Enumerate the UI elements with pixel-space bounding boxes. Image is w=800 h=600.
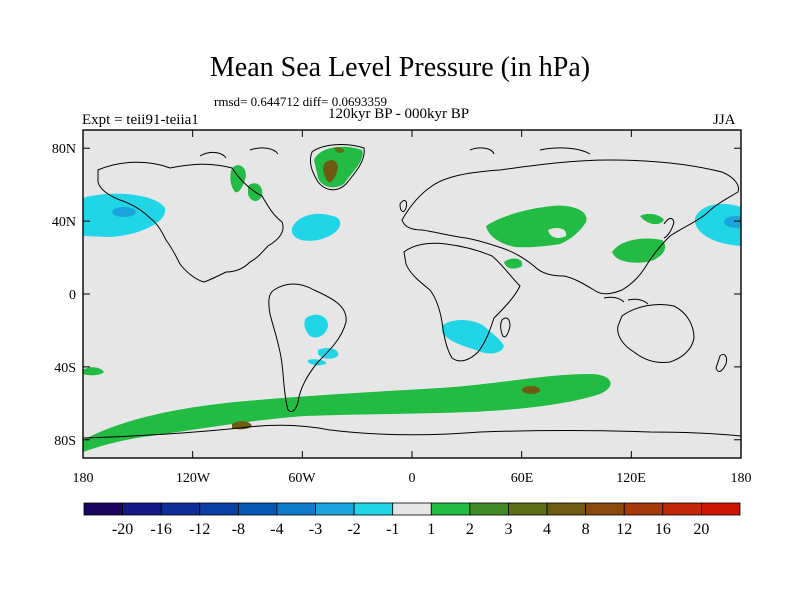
colorbar-box-2	[160, 502, 201, 516]
experiment-label: Expt = teii91-teiia1	[82, 112, 199, 128]
lon-tick-0: 180	[73, 471, 94, 486]
lon-labels: 180 120W 60W 0 60E 120E 180	[73, 471, 752, 486]
colorbar-box-0	[83, 502, 123, 516]
colorbar	[83, 502, 741, 516]
colorbar-box-9	[430, 502, 471, 516]
colorbar-box-5	[276, 502, 316, 516]
colorbar-box-12	[546, 502, 587, 516]
coast-new-zealand	[715, 353, 727, 372]
region-safrica	[442, 320, 504, 354]
colorbar-labels: -20 -16 -12 -8 -4 -3 -2 -1 1 2 3 4 8 12 16 20	[112, 521, 709, 538]
lon-tick-1: 120W	[176, 471, 211, 486]
lon-tick-6: 180	[731, 471, 752, 486]
colorbar-box-7	[353, 502, 394, 516]
lat-tick-1: 40N	[52, 215, 76, 230]
colorbar-label-14: 16	[655, 521, 671, 538]
colorbar-label-6: -2	[347, 521, 360, 538]
lon-tick-4: 60E	[511, 471, 534, 486]
lat-tick-3: 40S	[54, 361, 76, 376]
region-npacific-east-core	[724, 216, 741, 228]
colorbar-box-13	[585, 502, 625, 516]
region-mideast-gap	[548, 228, 567, 238]
colorbar-box-4	[237, 502, 278, 516]
lon-tick-3: 0	[409, 471, 416, 486]
colorbar-label-11: 4	[543, 521, 551, 538]
coast-british-isles	[399, 200, 407, 212]
colorbar-label-0: -20	[112, 521, 133, 538]
lat-tick-0: 80N	[52, 142, 76, 157]
colorbar-label-4: -4	[270, 521, 283, 538]
coastlines	[83, 144, 741, 439]
lon-tick-5: 120E	[616, 471, 646, 486]
coast-greenland	[309, 144, 365, 191]
colorbar-box-16	[701, 502, 741, 516]
coast-madagascar	[500, 317, 511, 338]
colorbar-label-8: 1	[427, 521, 435, 538]
colorbar-label-5: -3	[309, 521, 322, 538]
region-samerica-south	[318, 348, 339, 359]
lat-labels: 80N 40N 0 40S 80S	[52, 142, 76, 449]
colorbar-label-7: -1	[386, 521, 399, 538]
stats-text: rmsd= 0.644712 diff= 0.0693359	[214, 94, 387, 109]
colorbar-box-14	[623, 502, 664, 516]
region-southern-ocean-core	[522, 386, 540, 394]
period-label: 120kyr BP - 000kyr BP	[328, 106, 470, 122]
region-japan	[640, 213, 664, 225]
region-southern-ocean	[83, 374, 611, 452]
region-npacific-west-core	[112, 207, 136, 217]
colorbar-label-3: -8	[232, 521, 245, 538]
coast-indonesia	[603, 296, 649, 305]
colorbar-label-12: 8	[582, 521, 590, 538]
colorbar-label-9: 2	[466, 521, 474, 538]
colorbar-box-11	[508, 502, 548, 516]
colorbar-label-10: 3	[504, 521, 512, 538]
colorbar-box-1	[122, 502, 162, 516]
region-natlantic	[291, 213, 341, 241]
colorbar-box-15	[662, 502, 702, 516]
coast-australia	[617, 303, 695, 363]
coast-antarctica	[83, 424, 741, 439]
coast-south-america	[268, 283, 347, 413]
anomaly-fields	[83, 144, 741, 452]
coast-arctic-islands	[199, 147, 591, 159]
region-greenland-mid	[334, 147, 345, 153]
coast-north-america	[97, 161, 284, 283]
lat-tick-4: 80S	[54, 434, 76, 449]
region-subantarctic	[83, 367, 104, 376]
colorbar-label-15: 20	[693, 521, 709, 538]
colorbar-box-3	[199, 502, 239, 516]
colorbar-box-6	[315, 502, 355, 516]
region-samerica-small	[308, 359, 327, 366]
colorbar-box-10	[469, 502, 509, 516]
region-arabia	[504, 258, 523, 269]
coast-japan	[663, 217, 675, 239]
axis-ticks	[82, 130, 742, 458]
colorbar-label-2: -12	[189, 521, 210, 538]
coast-eurasia	[401, 159, 739, 295]
region-samerica	[304, 314, 328, 338]
lon-tick-2: 60W	[288, 471, 316, 486]
season-label: JJA	[713, 112, 736, 128]
coast-africa	[403, 242, 521, 362]
page-title: Mean Sea Level Pressure (in hPa)	[209, 52, 591, 83]
region-npacific-east	[694, 203, 741, 246]
colorbar-label-1: -16	[151, 521, 172, 538]
colorbar-box-8	[392, 502, 432, 516]
region-greenland-core	[323, 160, 338, 183]
colorbar-label-13: 12	[616, 521, 632, 538]
lat-tick-2: 0	[69, 288, 76, 303]
